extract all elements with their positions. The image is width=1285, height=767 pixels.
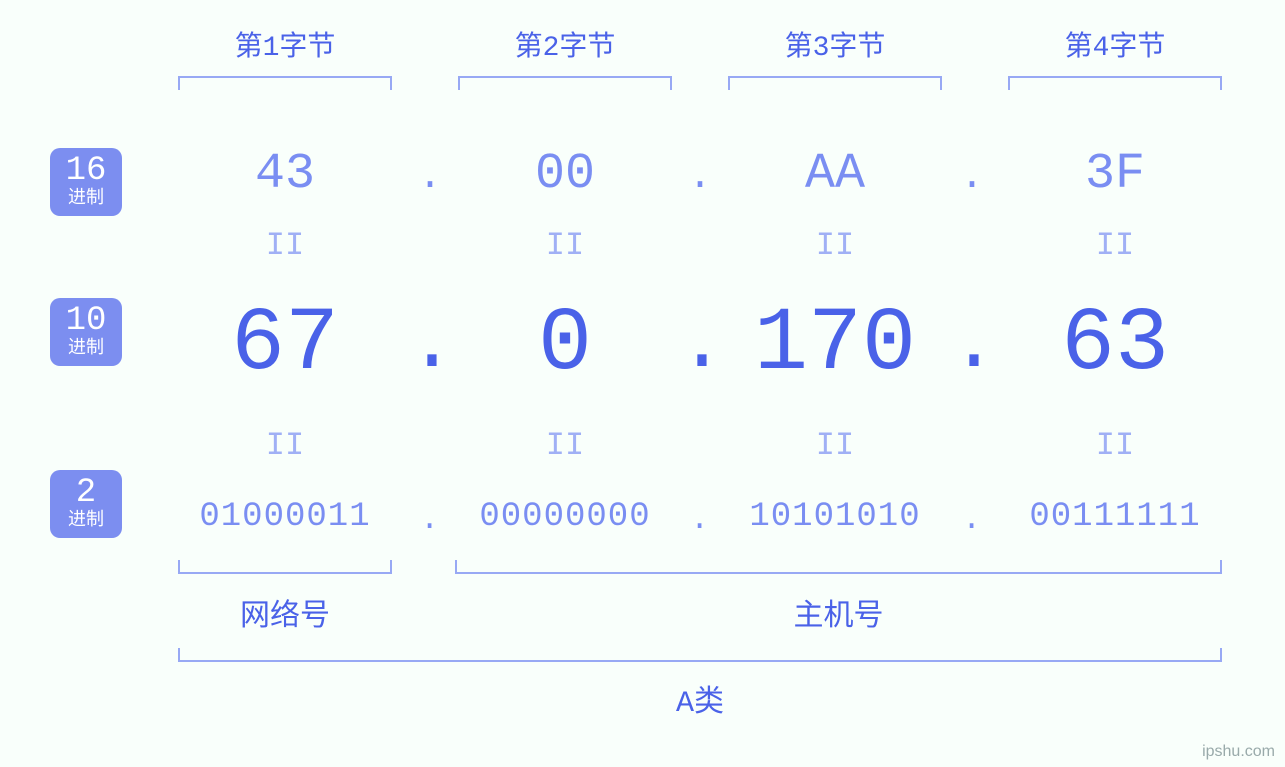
badge-hex-lbl: 进制 [60,190,112,208]
badge-bin-lbl: 进制 [60,512,112,530]
eq-2a: ΙΙ [450,230,680,262]
dec-3: 170 [720,300,950,390]
eq-3b: ΙΙ [720,430,950,462]
bin-2: 00000000 [450,500,680,534]
dot-hex-2: . [688,158,712,198]
hex-3: AA [720,150,950,200]
network-bracket [178,560,392,574]
byte-header-4: 第4字节 [1000,24,1230,64]
hex-2: 00 [450,150,680,200]
watermark: ipshu.com [1202,743,1275,761]
byte-header-3: 第3字节 [720,24,950,64]
dot-dec-2: . [678,306,726,386]
bin-4: 00111111 [1000,500,1230,534]
eq-1a: ΙΙ [170,230,400,262]
top-bracket-2 [458,76,672,90]
eq-2b: ΙΙ [450,430,680,462]
badge-dec: 10 进制 [50,298,122,366]
ip-diagram: 16 进制 10 进制 2 进制 第1字节 43 ΙΙ 67 ΙΙ 010000… [0,0,1285,767]
top-bracket-4 [1008,76,1222,90]
dot-bin-3: . [962,504,981,536]
badge-hex: 16 进制 [50,148,122,216]
dot-hex-3: . [960,158,984,198]
eq-3a: ΙΙ [720,230,950,262]
bin-3: 10101010 [720,500,950,534]
dot-bin-2: . [690,504,709,536]
class-label: A类 [178,676,1222,721]
network-label: 网络号 [170,590,400,635]
dot-bin-1: . [420,504,439,536]
host-bracket [455,560,1222,574]
badge-bin: 2 进制 [50,470,122,538]
host-label: 主机号 [455,590,1222,635]
badge-dec-lbl: 进制 [60,340,112,358]
top-bracket-3 [728,76,942,90]
byte-header-1: 第1字节 [170,24,400,64]
hex-1: 43 [170,150,400,200]
class-bracket [178,648,1222,662]
dot-hex-1: . [418,158,442,198]
dec-2: 0 [450,300,680,390]
eq-1b: ΙΙ [170,430,400,462]
badge-bin-num: 2 [60,476,112,510]
dot-dec-3: . [950,306,998,386]
dec-1: 67 [170,300,400,390]
eq-4a: ΙΙ [1000,230,1230,262]
bin-1: 01000011 [170,500,400,534]
badge-dec-num: 10 [60,304,112,338]
top-bracket-1 [178,76,392,90]
badge-hex-num: 16 [60,154,112,188]
hex-4: 3F [1000,150,1230,200]
dec-4: 63 [1000,300,1230,390]
dot-dec-1: . [408,306,456,386]
eq-4b: ΙΙ [1000,430,1230,462]
byte-header-2: 第2字节 [450,24,680,64]
